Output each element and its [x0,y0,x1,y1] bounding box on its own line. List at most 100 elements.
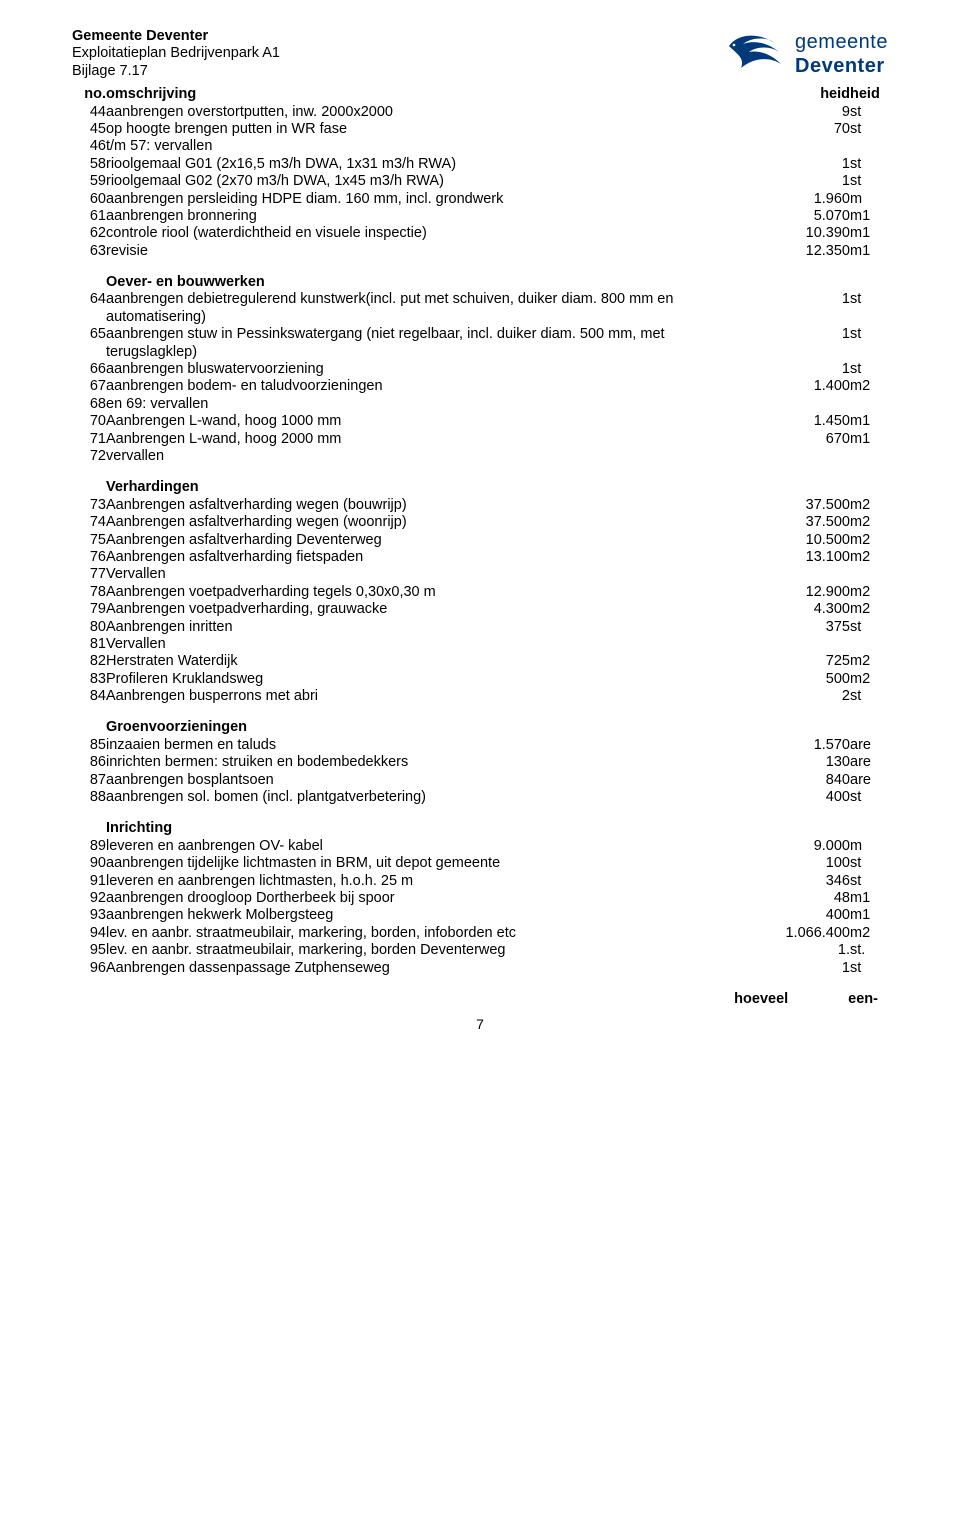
header-block: Gemeente Deventer Exploitatieplan Bedrij… [72,28,280,80]
table-row: 76Aanbrengen asfaltverharding fietspaden… [72,549,888,566]
cell-desc: aanbrengen bluswatervoorziening [106,361,758,378]
cell-no: 94 [72,925,106,942]
spacer-row [72,260,888,274]
cell-val: 37.500 [758,497,850,514]
cell-val: 1.450 [758,413,850,430]
cell-no: 46 [72,138,106,155]
cell-desc: en 69: vervallen [106,396,758,413]
table-row: 91leveren en aanbrengen lichtmasten, h.o… [72,873,888,890]
cell-unit: m1 [850,907,888,924]
table-row: 80Aanbrengen inritten375st [72,619,888,636]
cell-no: 71 [72,431,106,448]
cell-unit: m2 [850,671,888,688]
table-row: 66aanbrengen bluswatervoorziening1st [72,361,888,378]
cell-desc: Profileren Kruklandsweg [106,671,758,688]
cell-no: 96 [72,960,106,977]
cell-desc: t/m 57: vervallen [106,138,758,155]
cell-desc: Herstraten Waterdijk [106,653,758,670]
cell-desc: rioolgemaal G01 (2x16,5 m3/h DWA, 1x31 m… [106,156,758,173]
table-row: 79Aanbrengen voetpadverharding, grauwack… [72,601,888,618]
cell-no: 92 [72,890,106,907]
cell-desc: aanbrengen sol. bomen (incl. plantgatver… [106,789,758,806]
cell-val [758,138,850,155]
cell-no: 82 [72,653,106,670]
cell-unit: st [850,688,888,705]
cell-unit [850,566,888,583]
col-unit: heid [850,86,888,103]
cell-desc: Vervallen [106,636,758,653]
table-row: 95lev. en aanbr. straatmeubilair, marker… [72,942,888,959]
logo-word2: Deventer [795,55,885,77]
cell-unit: st [850,104,888,121]
cell-val [758,636,850,653]
cell-desc: Aanbrengen asfaltverharding Deventerweg [106,532,758,549]
cell-desc: Aanbrengen dassenpassage Zutphenseweg [106,960,758,977]
table-row: 77Vervallen [72,566,888,583]
table-row: 64aanbrengen debietregulerend kunstwerk(… [72,291,888,326]
cell-unit: are [850,737,888,754]
header-line1: Gemeente Deventer [72,28,280,45]
cell-no: 75 [72,532,106,549]
cell-desc: inzaaien bermen en taluds [106,737,758,754]
col-desc: omschrijving [106,86,758,103]
cell-no: 83 [72,671,106,688]
cell-no: 62 [72,225,106,242]
table-row: 67aanbrengen bodem- en taludvoorzieninge… [72,378,888,395]
cell-unit: m1 [850,225,888,242]
table-row: 92aanbrengen droogloop Dortherbeek bij s… [72,890,888,907]
col-no: no. [72,86,106,103]
cell-desc: rioolgemaal G02 (2x70 m3/h DWA, 1x45 m3/… [106,173,758,190]
table-row: 62controle riool (waterdichtheid en visu… [72,225,888,242]
cell-desc: Aanbrengen voetpadverharding, grauwacke [106,601,758,618]
cell-unit: m2 [850,925,888,942]
cell-unit: st [850,855,888,872]
cell-unit: m2 [850,532,888,549]
cell-no: 64 [72,291,106,326]
header-line3: Bijlage 7.17 [72,63,280,80]
cell-desc: Aanbrengen L-wand, hoog 1000 mm [106,413,758,430]
cell-val: 400 [758,907,850,924]
cell-val: 12.900 [758,584,850,601]
cell-no: 90 [72,855,106,872]
table-row: 94lev. en aanbr. straatmeubilair, marker… [72,925,888,942]
cell-desc: Aanbrengen busperrons met abri [106,688,758,705]
table-row: 81Vervallen [72,636,888,653]
cell-unit: m1 [850,243,888,260]
cell-val: 500 [758,671,850,688]
cell-unit: st [850,291,888,326]
table-row: 84Aanbrengen busperrons met abri2st [72,688,888,705]
table-row: 90aanbrengen tijdelijke lichtmasten in B… [72,855,888,872]
cell-desc: vervallen [106,448,758,465]
cell-val: 37.500 [758,514,850,531]
col-val: heid [758,86,850,103]
cell-val: 10.390 [758,225,850,242]
cell-val: 1.066.400 [758,925,850,942]
cell-desc: Aanbrengen voetpadverharding tegels 0,30… [106,584,758,601]
cell-no: 81 [72,636,106,653]
cell-val: 1.400 [758,378,850,395]
cell-val: 725 [758,653,850,670]
table-row: 60aanbrengen persleiding HDPE diam. 160 … [72,191,888,208]
cell-unit: m2 [850,514,888,531]
cell-unit: st [850,789,888,806]
cell-no: 78 [72,584,106,601]
cell-unit: m2 [850,497,888,514]
cell-unit: are [850,754,888,771]
cell-desc: aanbrengen stuw in Pessinkswatergang (ni… [106,326,758,361]
cell-unit: m2 [850,549,888,566]
cell-val [758,396,850,413]
cell-desc: controle riool (waterdichtheid en visuel… [106,225,758,242]
cell-no: 80 [72,619,106,636]
table-row: 45op hoogte brengen putten in WR fase70s… [72,121,888,138]
cell-unit: m2 [850,378,888,395]
table-row: 86inrichten bermen: struiken en bodembed… [72,754,888,771]
table-row: 73Aanbrengen asfaltverharding wegen (bou… [72,497,888,514]
cell-desc: Aanbrengen L-wand, hoog 2000 mm [106,431,758,448]
table-row: 44aanbrengen overstortputten, inw. 2000x… [72,104,888,121]
section-row: Groenvoorzieningen [72,719,888,736]
cell-no: 72 [72,448,106,465]
table-row: 74Aanbrengen asfaltverharding wegen (woo… [72,514,888,531]
cell-val: 1.960 [758,191,850,208]
cell-unit [850,636,888,653]
cell-unit: st [850,173,888,190]
